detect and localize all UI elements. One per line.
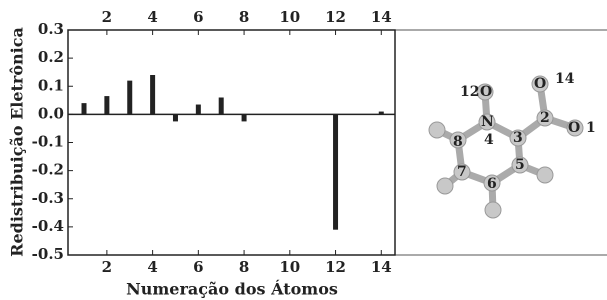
x-tick-label: 14	[371, 258, 392, 276]
atom-label: O	[534, 76, 546, 92]
atom-label: O	[568, 120, 580, 136]
y-tick-label: -0.5	[32, 245, 64, 263]
y-tick-label: -0.1	[32, 133, 64, 151]
bar	[219, 98, 224, 115]
y-tick-label: 0.0	[38, 104, 64, 122]
bar	[196, 105, 201, 115]
x-tick-label: 6	[193, 258, 203, 276]
atom-label: 12	[460, 84, 479, 100]
bar	[150, 75, 155, 114]
plot-frame	[68, 30, 395, 255]
page: {"chart_data": {"type": "bar", "y_label"…	[0, 0, 607, 300]
y-tick-label: 0.2	[38, 48, 64, 66]
atom-label: O	[480, 84, 492, 100]
x-tick-label-top: 6	[193, 8, 203, 26]
figure: 12 O N 4 3 2 O 14 O 1 8 5 6 7 Numeração …	[0, 0, 607, 300]
x-tick-label-top: 4	[147, 8, 157, 26]
atom-label: 7	[457, 164, 467, 180]
bar	[333, 114, 338, 229]
atom-label: 8	[453, 134, 463, 150]
x-tick-label-top: 10	[279, 8, 300, 26]
x-tick-label-top: 8	[239, 8, 249, 26]
atom-label: 3	[513, 130, 523, 146]
y-tick-label: -0.4	[32, 217, 64, 235]
x-axis-title: Numeração dos Átomos	[126, 279, 338, 299]
x-tick-label: 2	[102, 258, 112, 276]
atom-label: 14	[555, 71, 575, 87]
atom-label: 1	[586, 120, 596, 136]
x-tick-label: 12	[325, 258, 346, 276]
atom-label: 6	[487, 176, 497, 192]
bar	[104, 96, 109, 114]
bar	[379, 112, 384, 115]
y-tick-label: -0.3	[32, 189, 64, 207]
x-tick-label: 8	[239, 258, 249, 276]
bar	[127, 81, 132, 115]
y-tick-label: 0.3	[38, 20, 64, 38]
y-axis-title: Redistribuição Eletrônica	[8, 27, 27, 257]
x-tick-label: 10	[279, 258, 300, 276]
bar	[82, 103, 87, 114]
x-tick-label-top: 2	[102, 8, 112, 26]
bar	[242, 114, 247, 121]
atom-label: 5	[515, 157, 525, 173]
atom-label: N	[481, 114, 494, 130]
x-tick-label-top: 12	[325, 8, 346, 26]
bar	[173, 114, 178, 121]
y-tick-label: 0.1	[38, 76, 64, 94]
x-tick-label: 4	[147, 258, 157, 276]
x-tick-label-top: 14	[371, 8, 392, 26]
molecule: 12 O N 4 3 2 O 14 O 1 8 5 6 7	[429, 71, 596, 218]
y-tick-label: -0.2	[32, 161, 64, 179]
atom-label: 2	[540, 110, 550, 126]
atom-label: 4	[484, 132, 494, 148]
